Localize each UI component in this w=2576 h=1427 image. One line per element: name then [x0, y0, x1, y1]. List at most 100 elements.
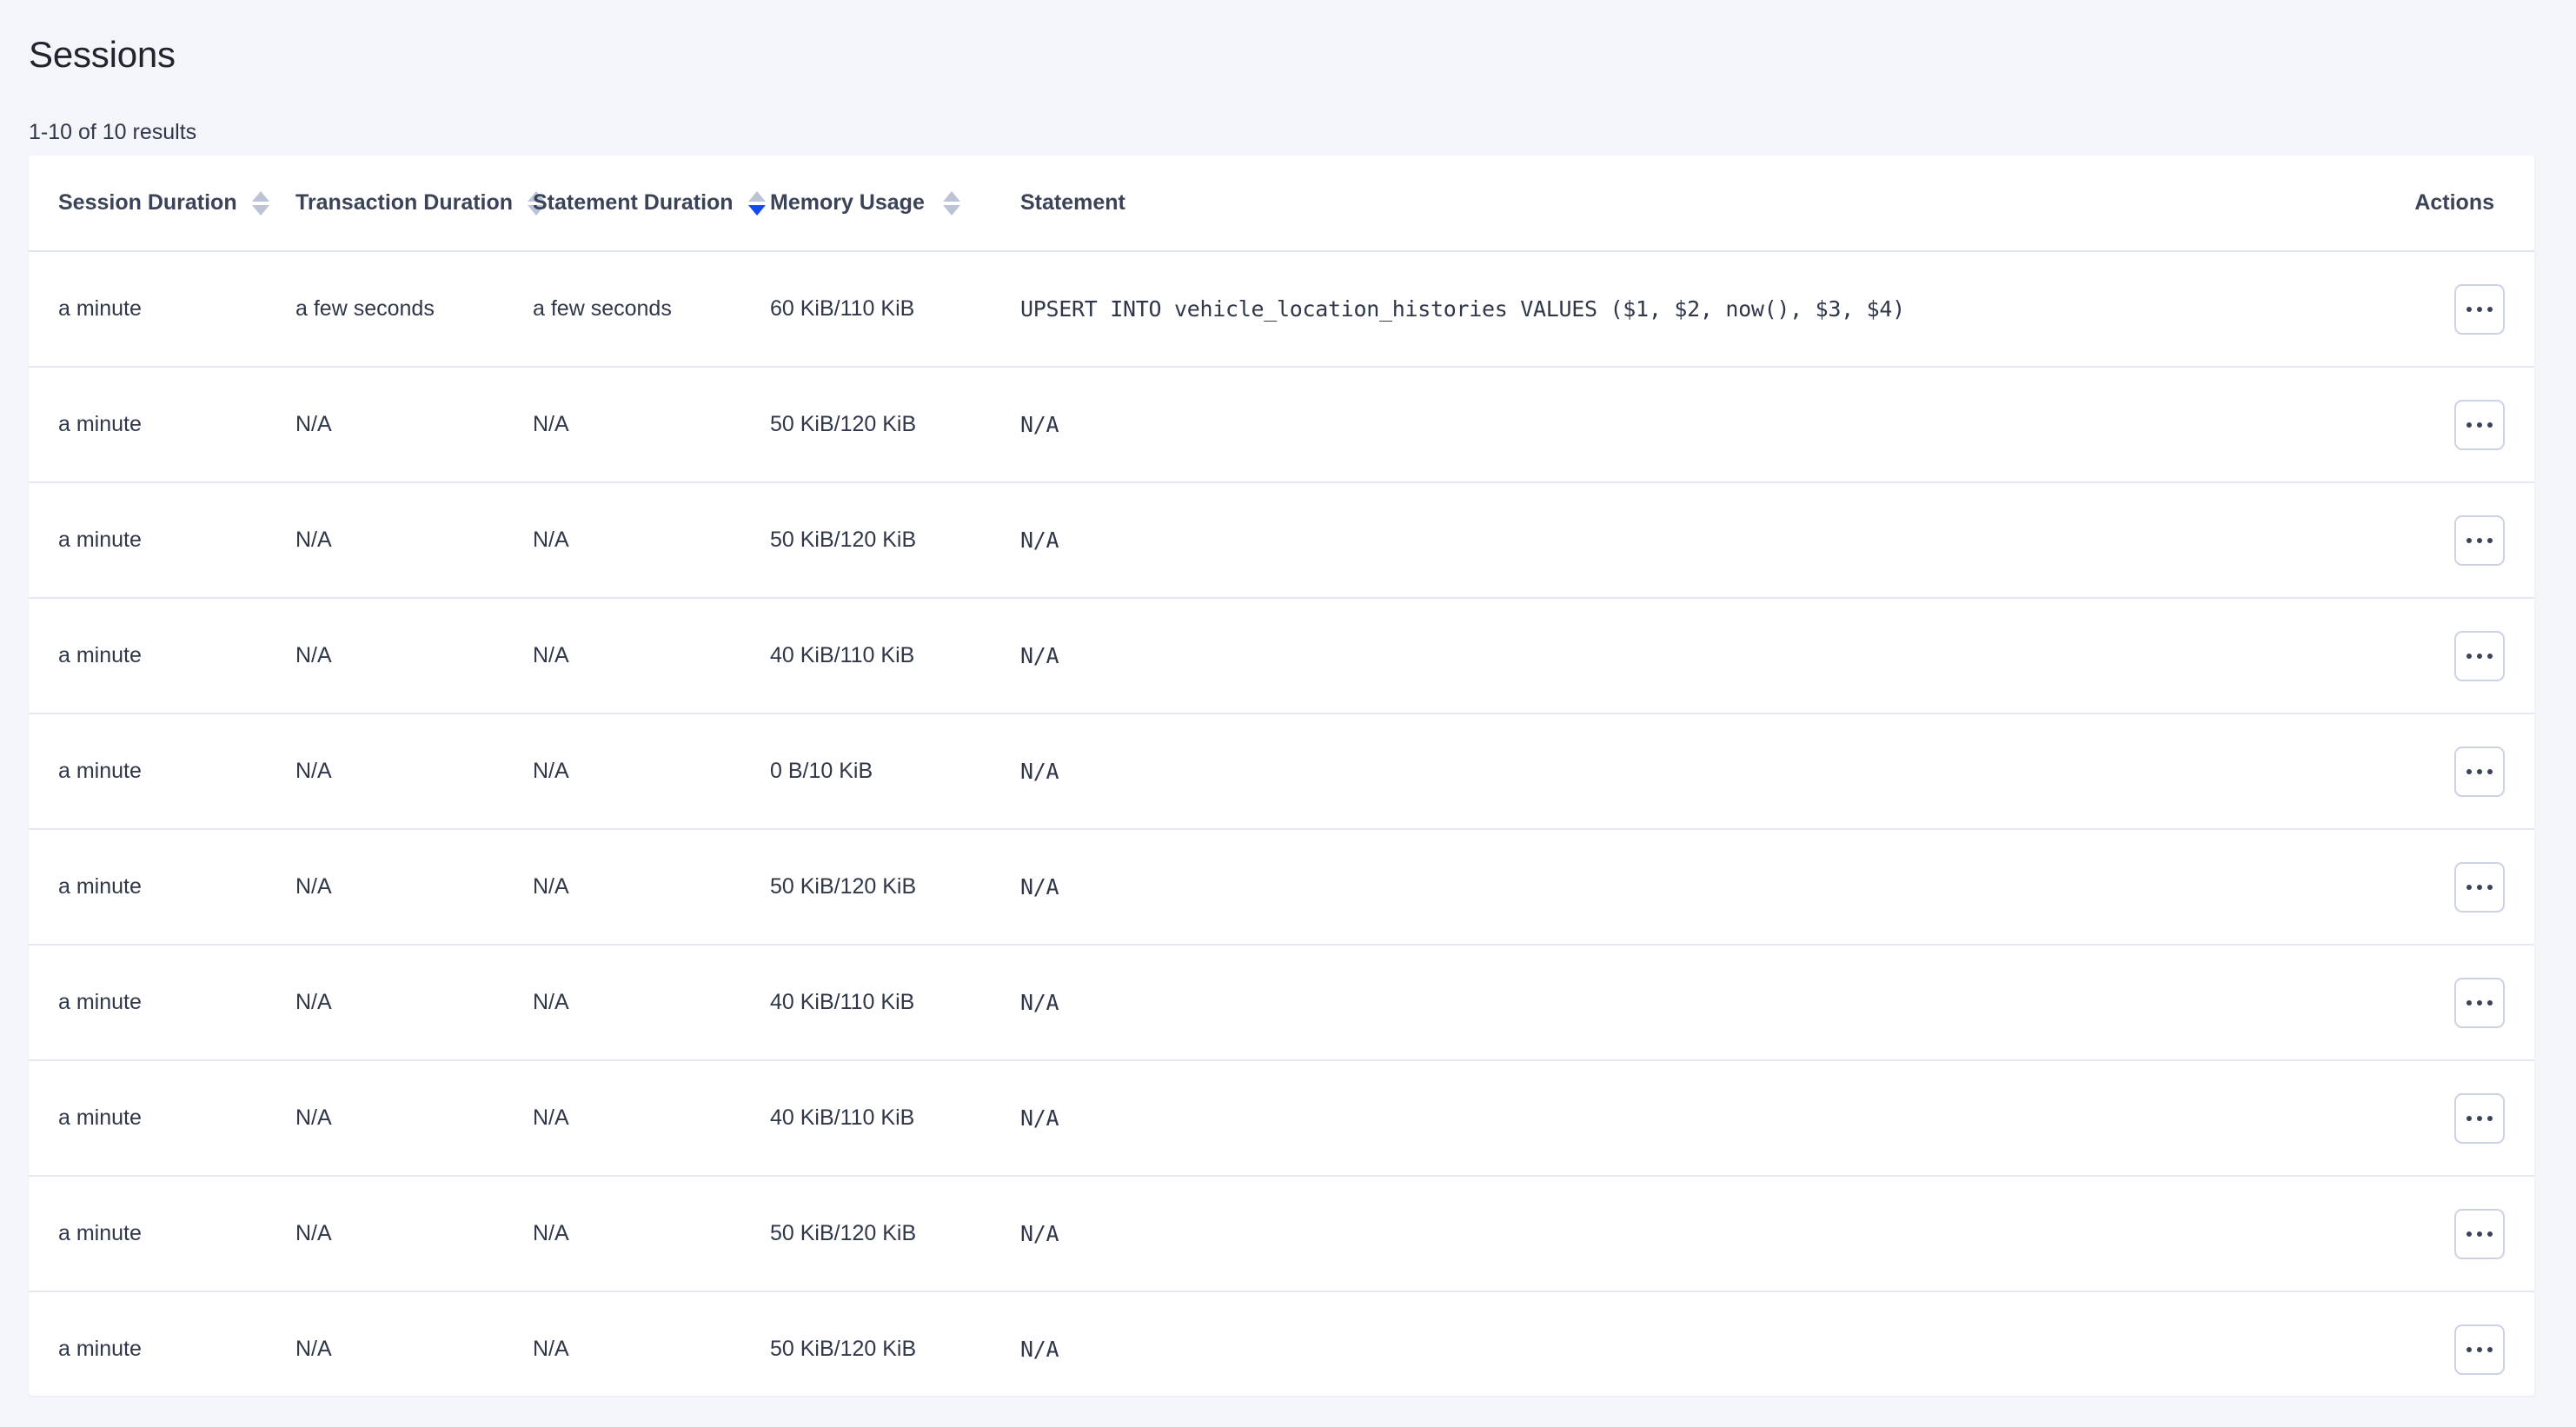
row-actions-button[interactable] — [2454, 1324, 2505, 1375]
chevron-down-icon — [943, 204, 960, 216]
cell-memory-usage: 40 KiB/110 KiB — [740, 598, 991, 714]
ellipsis-icon — [2477, 884, 2482, 890]
ellipsis-icon — [2466, 421, 2472, 428]
cell-memory-usage: 50 KiB/120 KiB — [740, 829, 991, 946]
ellipsis-icon — [2466, 306, 2472, 312]
cell-actions — [2355, 945, 2534, 1061]
ellipsis-icon — [2487, 1346, 2493, 1352]
cell-session-duration: a minute — [29, 1176, 266, 1292]
cell-session-duration: a minute — [29, 1291, 266, 1396]
row-actions-button[interactable] — [2454, 746, 2505, 797]
row-actions-button[interactable] — [2454, 1092, 2505, 1144]
ellipsis-icon — [2477, 421, 2482, 428]
table-row: a minute N/A N/A 50 KiB/120 KiB N/A — [29, 367, 2534, 483]
ellipsis-icon — [2477, 1346, 2482, 1352]
chevron-down-icon — [251, 204, 269, 216]
ellipsis-icon — [2487, 1115, 2493, 1121]
table-row: a minute a few seconds a few seconds 60 KiB… — [29, 251, 2534, 368]
cell-actions — [2355, 1060, 2534, 1177]
ellipsis-icon — [2477, 768, 2482, 774]
column-header-label: Statement — [1020, 190, 1125, 215]
sort-arrows-icon[interactable] — [527, 187, 546, 220]
cell-actions — [2355, 251, 2534, 368]
cell-actions — [2355, 598, 2534, 714]
cell-statement-duration: a few seconds — [503, 251, 740, 368]
sessions-table-card: Session Duration Transaction Duration — [29, 156, 2534, 1396]
cell-transaction-duration: N/A — [266, 482, 503, 599]
cell-statement: N/A — [991, 482, 2355, 599]
ellipsis-icon — [2477, 653, 2482, 659]
cell-memory-usage: 40 KiB/110 KiB — [740, 1060, 991, 1177]
cell-session-duration: a minute — [29, 945, 266, 1061]
row-actions-button[interactable] — [2454, 514, 2505, 566]
ellipsis-icon — [2487, 306, 2493, 312]
cell-memory-usage: 50 KiB/120 KiB — [740, 1291, 991, 1396]
cell-session-duration: a minute — [29, 598, 266, 714]
cell-statement-duration: N/A — [503, 598, 740, 714]
row-actions-button[interactable] — [2454, 630, 2505, 681]
table-row: a minute N/A N/A 50 KiB/120 KiB N/A — [29, 829, 2534, 946]
ellipsis-icon — [2477, 537, 2482, 543]
table-row: a minute N/A N/A 50 KiB/120 KiB N/A — [29, 1176, 2534, 1292]
ellipsis-icon — [2477, 1231, 2482, 1237]
cell-actions — [2355, 829, 2534, 946]
cell-transaction-duration: N/A — [266, 829, 503, 946]
ellipsis-icon — [2487, 999, 2493, 1006]
cell-statement: UPSERT INTO vehicle_location_histories V… — [991, 251, 2355, 368]
cell-statement: N/A — [991, 1060, 2355, 1177]
row-actions-button[interactable] — [2454, 1208, 2505, 1259]
cell-statement: N/A — [991, 714, 2355, 830]
ellipsis-icon — [2487, 768, 2493, 774]
ellipsis-icon — [2487, 537, 2493, 543]
ellipsis-icon — [2466, 768, 2472, 774]
cell-actions — [2355, 1291, 2534, 1396]
row-actions-button[interactable] — [2454, 977, 2505, 1028]
ellipsis-icon — [2466, 1115, 2472, 1121]
cell-statement-duration: N/A — [503, 367, 740, 483]
column-header-label: Statement Duration — [533, 190, 734, 215]
column-header-transaction-duration[interactable]: Transaction Duration — [266, 156, 546, 252]
ellipsis-icon — [2477, 306, 2482, 312]
row-actions-button[interactable] — [2454, 399, 2505, 450]
cell-transaction-duration: N/A — [266, 1060, 503, 1177]
column-header-label: Actions — [2414, 190, 2494, 215]
cell-session-duration: a minute — [29, 482, 266, 599]
cell-transaction-duration: N/A — [266, 714, 503, 830]
cell-memory-usage: 60 KiB/110 KiB — [740, 251, 991, 368]
column-header-statement-duration[interactable]: Statement Duration — [503, 156, 766, 252]
cell-statement-duration: N/A — [503, 829, 740, 946]
column-header-memory-usage[interactable]: Memory Usage — [740, 156, 991, 252]
cell-statement: N/A — [991, 367, 2355, 483]
cell-memory-usage: 50 KiB/120 KiB — [740, 1176, 991, 1292]
table-row: a minute N/A N/A 50 KiB/120 KiB N/A — [29, 1291, 2534, 1396]
cell-session-duration: a minute — [29, 1060, 266, 1177]
page-title: Sessions — [29, 34, 176, 76]
cell-actions — [2355, 367, 2534, 483]
chevron-down-icon — [528, 204, 546, 216]
sort-arrows-icon[interactable] — [251, 187, 270, 220]
table-row: a minute N/A N/A 40 KiB/110 KiB N/A — [29, 598, 2534, 714]
ellipsis-icon — [2466, 653, 2472, 659]
sort-arrows-icon[interactable] — [942, 187, 961, 220]
row-actions-button[interactable] — [2454, 283, 2505, 335]
cell-memory-usage: 50 KiB/120 KiB — [740, 482, 991, 599]
chevron-down-icon — [747, 204, 766, 216]
ellipsis-icon — [2466, 999, 2472, 1006]
ellipsis-icon — [2487, 653, 2493, 659]
ellipsis-icon — [2466, 1231, 2472, 1237]
column-header-session-duration[interactable]: Session Duration — [29, 156, 269, 252]
ellipsis-icon — [2477, 1115, 2482, 1121]
cell-memory-usage: 40 KiB/110 KiB — [740, 945, 991, 1061]
ellipsis-icon — [2466, 884, 2472, 890]
cell-statement-duration: N/A — [503, 945, 740, 1061]
row-actions-button[interactable] — [2454, 861, 2505, 913]
sessions-table: Session Duration Transaction Duration — [29, 156, 2534, 1396]
column-header-label: Session Duration — [58, 190, 237, 215]
table-header-row: Session Duration Transaction Duration — [29, 156, 2534, 252]
cell-statement-duration: N/A — [503, 714, 740, 830]
column-header-label: Transaction Duration — [295, 190, 514, 215]
cell-actions — [2355, 714, 2534, 830]
sort-arrows-icon-active[interactable] — [747, 187, 767, 220]
ellipsis-icon — [2487, 421, 2493, 428]
